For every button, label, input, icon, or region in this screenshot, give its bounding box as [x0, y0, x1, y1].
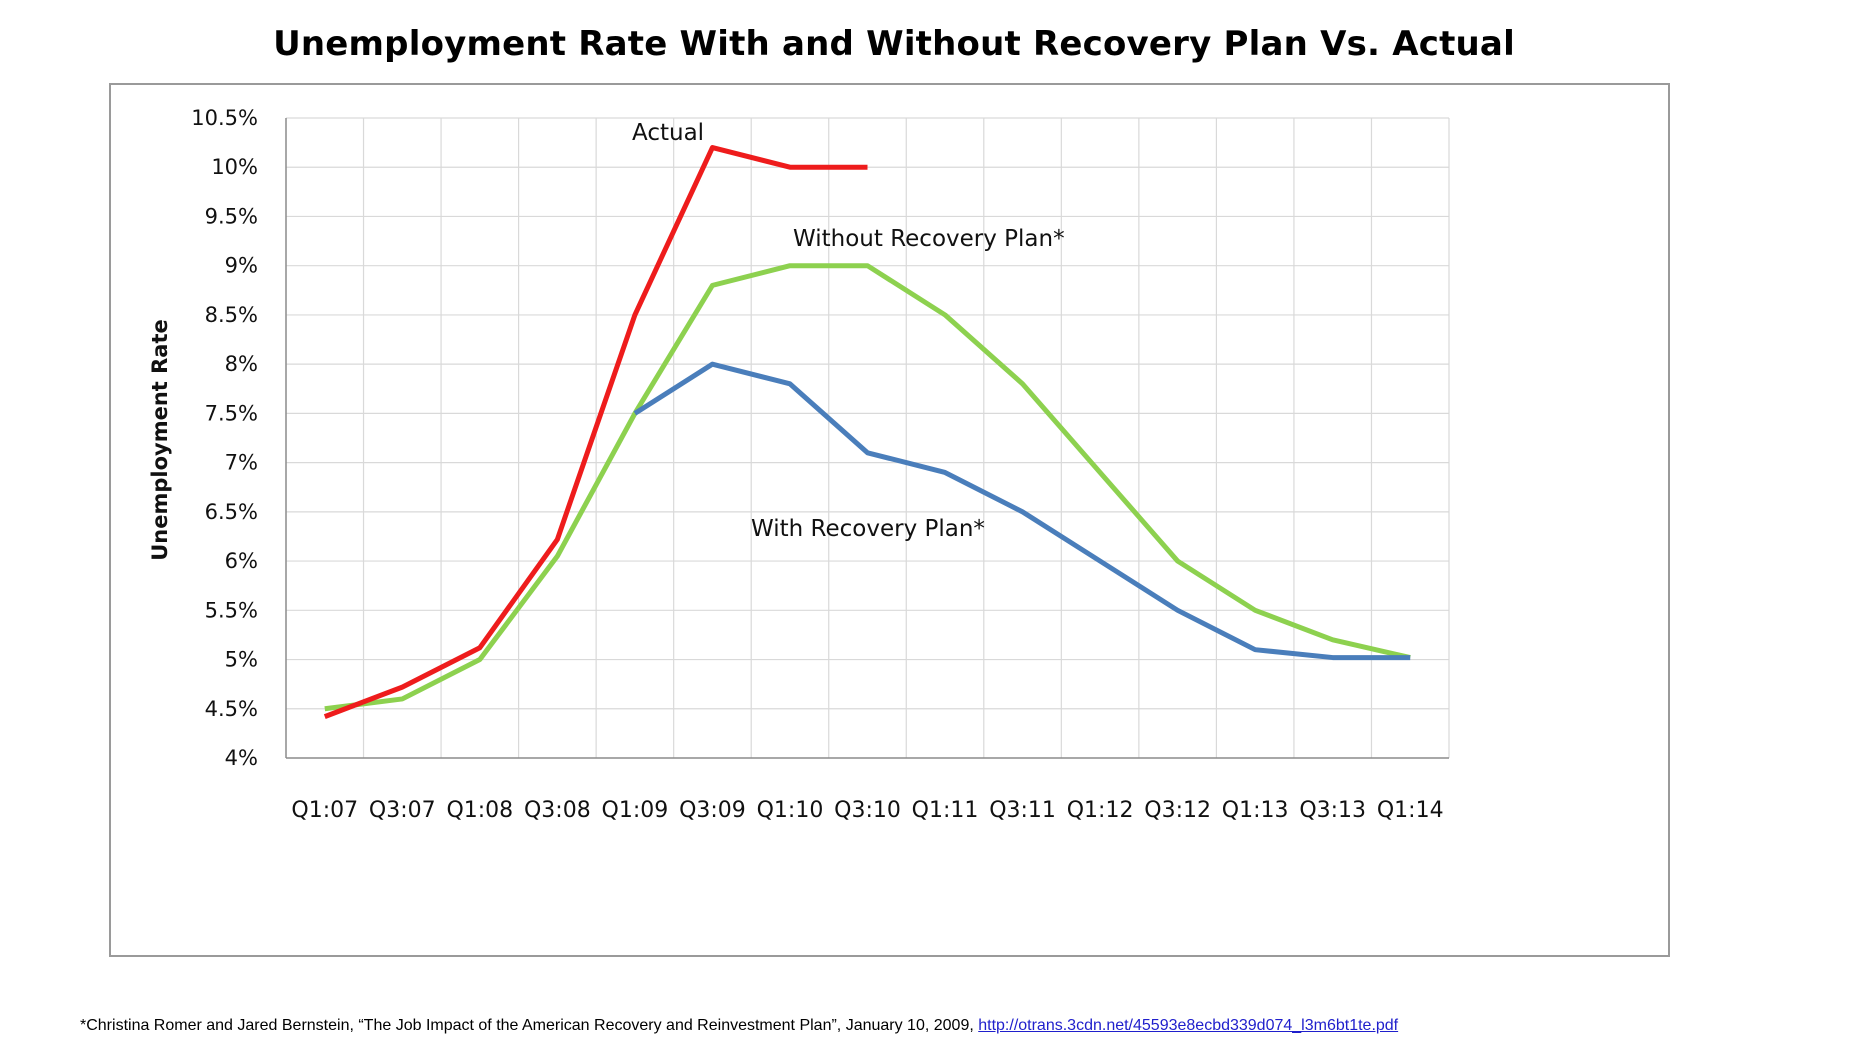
x-tick-label: Q3:08	[524, 798, 591, 823]
y-axis-label: Unemployment Rate	[148, 319, 172, 561]
x-tick-label: Q1:14	[1377, 798, 1444, 823]
x-tick-label: Q3:07	[369, 798, 436, 823]
source-link[interactable]: http://otrans.3cdn.net/45593e8ecbd339d07…	[978, 1017, 1399, 1034]
y-tick-label: 7%	[225, 451, 258, 475]
y-tick-label: 10.5%	[191, 106, 258, 130]
series-line-1	[324, 263, 1411, 712]
x-tick-label: Q1:08	[446, 798, 513, 823]
x-tick-label: Q1:12	[1067, 798, 1134, 823]
y-tick-label: 10%	[211, 155, 258, 179]
y-tick-label: 4%	[225, 746, 258, 770]
series-line-0	[323, 145, 868, 719]
y-tick-label: 4.5%	[205, 697, 258, 721]
x-tick-label: Q1:07	[291, 798, 358, 823]
y-tick-labels: 4% 4.5% 5% 5.5% 6% 6.5% 7% 7.5% 8% 8.5% 9% 9.5% 10% 1…	[191, 106, 258, 770]
x-tick-label: Q3:11	[989, 798, 1056, 823]
y-tick-label: 9.5%	[205, 204, 258, 228]
gridlines	[286, 117, 1450, 758]
x-tick-label: Q1:09	[602, 798, 669, 823]
source-footnote: *Christina Romer and Jared Bernstein, “T…	[80, 1017, 1398, 1035]
series-label: Actual	[632, 120, 704, 146]
axes	[285, 118, 1449, 759]
y-tick-label: 6.5%	[205, 500, 258, 524]
series-lines	[323, 145, 1411, 719]
x-tick-label: Q3:09	[679, 798, 746, 823]
y-tick-label: 8%	[225, 352, 258, 376]
y-tick-label: 7.5%	[205, 401, 258, 425]
x-tick-label: Q3:13	[1299, 798, 1366, 823]
chart-frame	[109, 83, 1670, 957]
y-tick-label: 9%	[225, 254, 258, 278]
y-tick-label: 5.5%	[205, 598, 258, 622]
x-tick-labels: Q1:07 Q3:07 Q1:08 Q3:08 Q1:09 Q3:09 Q1:10 Q3:10…	[291, 798, 1443, 823]
chart-title: Unemployment Rate With and Without Recov…	[273, 24, 1515, 64]
x-tick-label: Q3:12	[1144, 798, 1211, 823]
x-tick-label: Q1:11	[912, 798, 979, 823]
y-tick-label: 5%	[225, 648, 258, 672]
series-line-2	[633, 361, 1411, 661]
x-tick-label: Q1:13	[1222, 798, 1289, 823]
footnote-text: *Christina Romer and Jared Bernstein, “T…	[80, 1017, 979, 1034]
y-tick-label: 8.5%	[205, 303, 258, 327]
series-label: With Recovery Plan*	[751, 516, 985, 542]
x-tick-label: Q3:10	[834, 798, 901, 823]
series-label: Without Recovery Plan*	[793, 226, 1065, 252]
series-labels: Actual Without Recovery Plan* With Recover…	[632, 120, 1065, 542]
y-tick-label: 6%	[225, 549, 258, 573]
x-tick-label: Q1:10	[757, 798, 824, 823]
